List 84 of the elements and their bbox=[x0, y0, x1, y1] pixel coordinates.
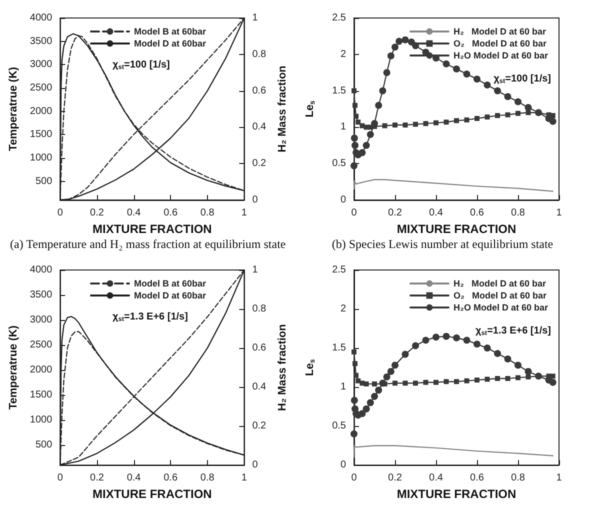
y-tick-label: 0.5 bbox=[332, 158, 346, 170]
x-tick-label: 0.8 bbox=[200, 472, 215, 484]
y-tick-label: 4000 bbox=[30, 12, 53, 24]
x-tick-label: 0.8 bbox=[511, 208, 526, 218]
x-axis-title: MIXTURE FRACTION bbox=[396, 222, 516, 236]
y-tick-label: 2500 bbox=[30, 340, 53, 351]
y-tick-label: 3500 bbox=[30, 290, 53, 301]
x-tick-label: 0.6 bbox=[470, 472, 484, 484]
y2-tick-label: 0 bbox=[252, 460, 258, 471]
y-tick-label: 2.5 bbox=[332, 264, 346, 276]
legend-label: Model D at 60bar bbox=[134, 38, 207, 48]
text: (a) Temperature and H₂ mass fraction at equilibrium state bbox=[10, 237, 286, 251]
x-axis-title: MIXTURE FRACTION bbox=[92, 487, 212, 501]
y2-tick-label: 0.8 bbox=[252, 48, 267, 60]
x-tick-label: 1 bbox=[241, 472, 248, 484]
x-tick-label: 0 bbox=[351, 472, 358, 484]
y-tick-label: 1500 bbox=[30, 390, 53, 401]
x-tick-label: 0 bbox=[57, 208, 64, 218]
y-tick-label: 3500 bbox=[30, 36, 53, 47]
text: (b) Species Lewis number at equilibrium state bbox=[332, 237, 554, 251]
x-axis-title: MIXTURE FRACTION bbox=[396, 487, 516, 501]
y-tick-label: 1 bbox=[340, 122, 346, 133]
x-tick-label: 0.4 bbox=[126, 208, 142, 218]
y2-tick-label: 0.4 bbox=[252, 382, 267, 393]
y-tick-label: 500 bbox=[35, 440, 53, 451]
x-axis-title: MIXTURE FRACTION bbox=[92, 222, 212, 236]
y-tick-label: 2.5 bbox=[332, 12, 346, 24]
y-tick-label: 3000 bbox=[30, 314, 53, 326]
y-tick-label: 0 bbox=[340, 460, 346, 471]
y2-tick-label: 0.6 bbox=[252, 85, 267, 96]
y-tick-label: 2 bbox=[340, 48, 346, 60]
x-tick-label: 0.4 bbox=[429, 472, 444, 484]
x-tick-label: 0.2 bbox=[388, 208, 402, 218]
y-tick-label: 0 bbox=[340, 194, 346, 206]
y-tick-label: 3000 bbox=[30, 59, 53, 70]
y-tick-label: 2000 bbox=[30, 364, 53, 376]
x-tick-label: 1 bbox=[556, 472, 562, 484]
x-tick-label: 0.6 bbox=[164, 208, 178, 218]
x-tick-label: 0.4 bbox=[126, 472, 142, 484]
x-tick-label: 0.8 bbox=[511, 472, 526, 484]
y-tick-label: 4000 bbox=[30, 264, 53, 276]
x-tick-label: 0.2 bbox=[388, 472, 402, 484]
y-axis-title: Temperatrue (K) bbox=[8, 66, 20, 152]
y-tick-label: 1500 bbox=[30, 129, 53, 140]
y2-axis-title: H₂ Mass fraction bbox=[276, 65, 288, 152]
y-tick-label: 500 bbox=[35, 176, 53, 187]
y-tick-label: 1000 bbox=[30, 414, 53, 426]
x-tick-label: 1 bbox=[556, 208, 562, 218]
y-tick-label: 0.5 bbox=[332, 420, 346, 432]
y-tick-label: 2 bbox=[340, 304, 346, 315]
y2-tick-label: 0 bbox=[252, 194, 258, 206]
y2-axis-title: H₂ Mass fraction bbox=[276, 324, 288, 411]
y-tick-label: 2000 bbox=[30, 106, 53, 117]
legend-label: Model B at 60bar bbox=[134, 26, 207, 36]
x-tick-label: 0.8 bbox=[200, 208, 215, 218]
x-tick-label: 0.6 bbox=[164, 472, 178, 484]
legend-label: Model B at 60bar bbox=[134, 278, 207, 288]
y2-tick-label: 0.2 bbox=[252, 158, 267, 170]
x-tick-label: 0.2 bbox=[90, 208, 104, 218]
legend-label: O₂ Model D at 60 bar bbox=[453, 290, 547, 300]
y2-tick-label: 0.4 bbox=[252, 122, 267, 133]
legend-label: H₂ Model D at 60 bar bbox=[453, 278, 546, 288]
x-tick-label: 0.4 bbox=[429, 208, 444, 218]
legend-label: H₂ Model D at 60 bar bbox=[453, 26, 546, 36]
y-axis-title: Temperatrue (K) bbox=[8, 325, 20, 410]
legend-label: H₂O Model D at 60 bar bbox=[453, 50, 548, 60]
x-tick-label: 1 bbox=[241, 208, 248, 218]
y2-tick-label: 0.2 bbox=[252, 420, 267, 432]
y2-tick-label: 0.6 bbox=[252, 342, 267, 354]
y-tick-label: 1 bbox=[340, 382, 346, 393]
y2-tick-label: 0.8 bbox=[252, 304, 267, 315]
y-tick-label: 1000 bbox=[30, 152, 53, 164]
y-tick-label: 1.5 bbox=[332, 342, 346, 354]
legend-label: Model D at 60bar bbox=[134, 290, 207, 300]
y2-tick-label: 1 bbox=[252, 12, 258, 24]
legend-label: O₂ Model D at 60 bar bbox=[453, 38, 547, 48]
legend-label: H₂O Model D at 60 bar bbox=[453, 302, 548, 312]
y2-tick-label: 1 bbox=[252, 264, 258, 276]
x-tick-label: 0.2 bbox=[90, 472, 104, 484]
y-tick-label: 1.5 bbox=[332, 85, 346, 96]
x-tick-label: 0 bbox=[57, 472, 64, 484]
x-tick-label: 0 bbox=[351, 208, 358, 218]
y-tick-label: 2500 bbox=[30, 82, 53, 94]
x-tick-label: 0.6 bbox=[470, 208, 484, 218]
